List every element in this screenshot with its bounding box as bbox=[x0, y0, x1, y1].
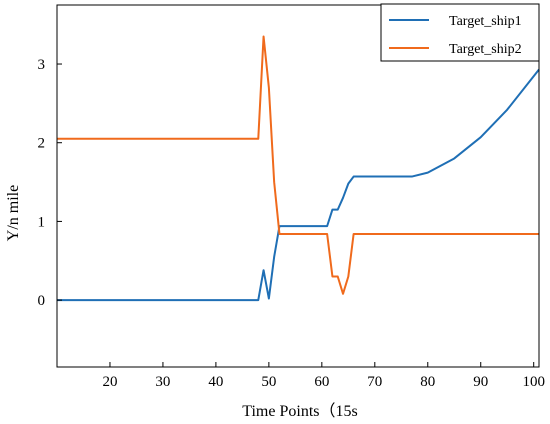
y-axis-label: Y/n mile bbox=[5, 185, 22, 241]
x-tick-label: 20 bbox=[102, 374, 117, 390]
y-tick-label: 3 bbox=[38, 57, 46, 73]
x-tick-label: 80 bbox=[420, 374, 435, 390]
legend: Target_ship1 Target_ship2 bbox=[380, 3, 540, 62]
axes-layer bbox=[56, 4, 540, 368]
series-layer bbox=[57, 35, 540, 302]
x-axis-label: Time Points（15s bbox=[242, 402, 357, 420]
legend-label-2: Target_ship2 bbox=[449, 42, 522, 57]
legend-box bbox=[380, 3, 540, 62]
x-tick-label: 100 bbox=[522, 374, 545, 390]
x-tick-label: 60 bbox=[314, 374, 329, 390]
series-line-1 bbox=[57, 68, 540, 302]
y-tick-label: 0 bbox=[38, 293, 46, 309]
plot-frame bbox=[56, 4, 540, 368]
x-tick-label: 30 bbox=[155, 374, 170, 390]
x-tick-label: 40 bbox=[208, 374, 223, 390]
y-tick-label: 1 bbox=[38, 214, 46, 230]
x-tick-label: 50 bbox=[261, 374, 276, 390]
x-tick-label: 70 bbox=[367, 374, 382, 390]
ticks-layer: 20 30 40 50 60 70 80 90 100 0 1 2 3 bbox=[38, 57, 545, 390]
legend-label-1: Target_ship1 bbox=[449, 14, 522, 29]
x-tick-label: 90 bbox=[473, 374, 488, 390]
y-tick-label: 2 bbox=[38, 136, 46, 152]
series-line-2 bbox=[57, 35, 539, 295]
